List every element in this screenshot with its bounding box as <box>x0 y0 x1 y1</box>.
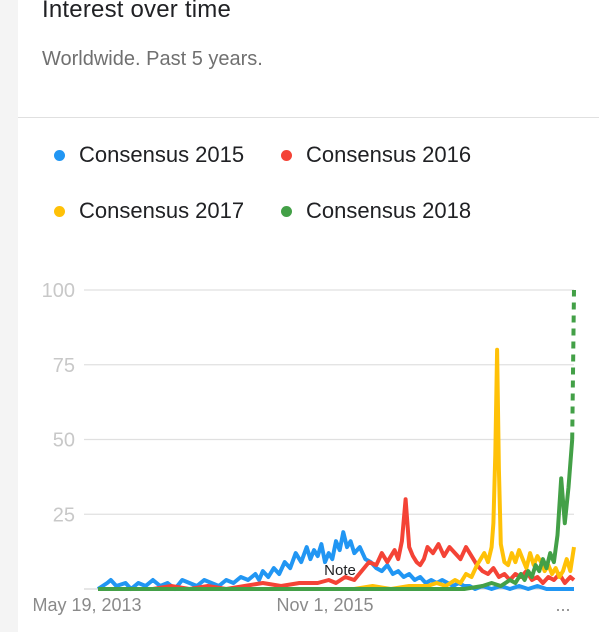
legend-item-series-1[interactable]: Consensus 2016 <box>281 142 471 168</box>
x-tick-label-0: May 19, 2013 <box>32 595 141 615</box>
x-axis-tick-labels: May 19, 2013 Nov 1, 2015... <box>32 595 570 615</box>
y-tick-label-100: 100 <box>42 280 75 302</box>
legend-dot-series-1 <box>281 149 292 161</box>
y-axis-tick-labels: 25 50 75 100 <box>42 280 75 526</box>
legend-item-series-0[interactable]: Consensus 2015 <box>54 142 244 168</box>
legend-label-series-2: Consensus 2017 <box>79 198 245 223</box>
x-tick-label-2: ... <box>555 595 570 615</box>
chart-subtitle: Worldwide. Past 5 years. <box>42 48 263 70</box>
legend-item-series-2[interactable]: Consensus 2017 <box>54 198 244 224</box>
legend-dot-series-0 <box>54 149 65 161</box>
legend-item-series-3[interactable]: Consensus 2018 <box>281 198 471 224</box>
legend-label-series-3: Consensus 2018 <box>306 198 472 223</box>
y-tick-label-75: 75 <box>53 355 75 377</box>
series-line-2[interactable] <box>98 347 576 591</box>
header-divider <box>18 117 599 118</box>
legend-dot-series-3 <box>281 205 292 217</box>
series-lines[interactable] <box>96 289 576 591</box>
series-line-3[interactable] <box>98 439 575 591</box>
legend-label-series-0: Consensus 2015 <box>79 142 245 167</box>
legend-dot-series-2 <box>54 205 65 217</box>
series-line-0[interactable] <box>96 530 574 591</box>
x-tick-label-1: Nov 1, 2015 <box>276 595 373 615</box>
y-tick-label-25: 25 <box>53 504 75 526</box>
legend-label-series-1: Consensus 2016 <box>306 142 472 167</box>
y-tick-label-50: 50 <box>53 430 75 452</box>
chart-title: Interest over time <box>42 0 232 23</box>
interest-card: Interest over time Worldwide. Past 5 yea… <box>18 0 599 632</box>
note-annotation[interactable]: Note <box>324 562 356 579</box>
